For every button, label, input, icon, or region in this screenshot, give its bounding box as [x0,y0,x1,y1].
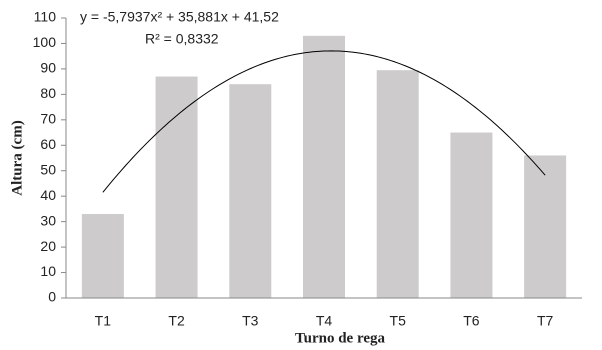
x-axis-title: Turno de rega [295,330,386,346]
bar [450,132,493,298]
trend-r-squared: R² = 0,8332 [145,31,219,47]
y-tick-label: 30 [40,212,56,228]
bar [229,84,272,298]
x-tick-label: T3 [242,313,259,329]
y-tick-label: 20 [40,238,56,254]
y-tick-label: 100 [33,34,57,50]
bar [303,35,345,299]
bar [81,214,124,298]
y-axis-title: Altura (cm) [9,120,25,195]
trend-equation: y = -5,7937x² + 35,881x + 41,52 [80,9,279,25]
x-tick-label: T2 [168,313,185,329]
y-tick-label: 80 [40,85,56,101]
y-tick-label: 40 [40,187,56,203]
y-tick-label: 50 [40,161,56,177]
trendline [102,50,546,193]
bar [524,155,567,298]
x-tick-label: T7 [537,313,554,329]
x-tick-label: T1 [95,313,112,329]
x-tick-label: T4 [316,313,333,329]
y-tick-label: 0 [48,289,56,305]
y-tick-label: 110 [34,9,57,25]
bar [155,76,198,298]
x-tick-label: T6 [463,313,480,329]
x-tick-label: T5 [390,313,407,329]
y-tick-label: 10 [40,263,56,279]
y-tick-label: 60 [40,136,56,152]
bar [376,70,419,298]
y-tick-label: 90 [40,60,56,76]
y-tick-label: 70 [40,111,56,127]
